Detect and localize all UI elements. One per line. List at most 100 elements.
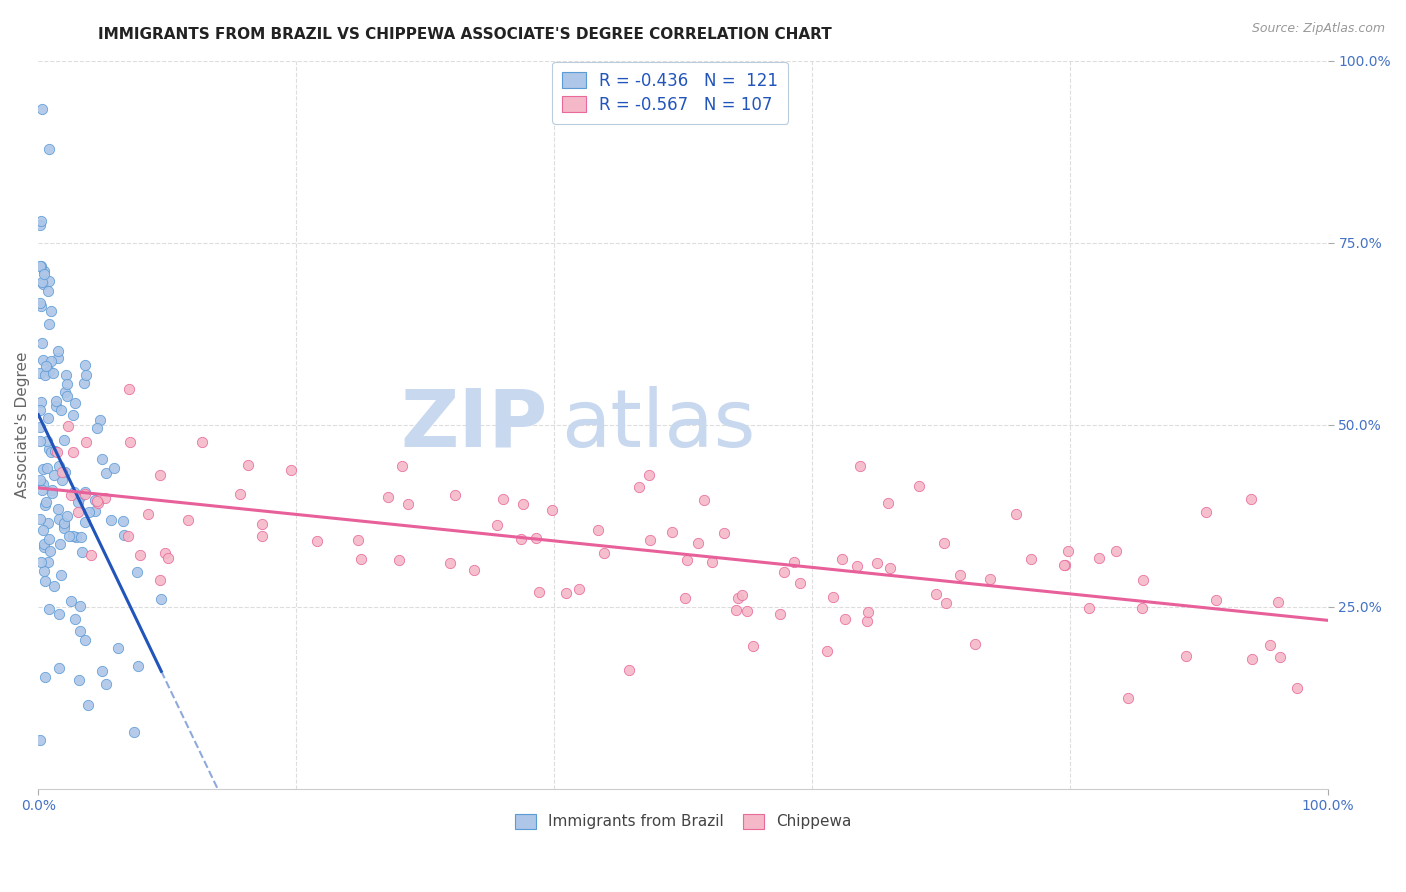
Point xyxy=(1077,600,1099,615)
Point xyxy=(122,725,145,739)
Point xyxy=(39,445,62,459)
Point xyxy=(831,552,853,566)
Point xyxy=(60,593,83,607)
Point xyxy=(86,496,108,510)
Point xyxy=(30,394,52,409)
Point xyxy=(524,531,547,545)
Point xyxy=(1267,595,1289,609)
Point xyxy=(39,354,62,368)
Point xyxy=(51,473,73,487)
Point xyxy=(48,458,70,473)
Point xyxy=(41,483,63,497)
Point xyxy=(856,605,879,619)
Point xyxy=(527,584,550,599)
Point xyxy=(935,596,957,610)
Point xyxy=(229,487,252,501)
Point xyxy=(1268,650,1291,665)
Point xyxy=(32,564,55,578)
Point xyxy=(48,512,70,526)
Point xyxy=(439,556,461,570)
Point xyxy=(731,588,754,602)
Point xyxy=(44,468,66,483)
Point xyxy=(396,497,419,511)
Point xyxy=(34,670,56,684)
Point xyxy=(69,599,91,613)
Point xyxy=(58,419,80,434)
Point xyxy=(28,259,51,273)
Point xyxy=(28,366,51,380)
Point xyxy=(38,317,60,331)
Point xyxy=(908,478,931,492)
Point xyxy=(815,644,838,658)
Point xyxy=(96,466,118,480)
Point xyxy=(586,524,609,538)
Point xyxy=(38,533,60,547)
Point xyxy=(45,393,67,408)
Point xyxy=(67,673,90,688)
Point xyxy=(83,492,105,507)
Point xyxy=(69,624,91,638)
Text: IMMIGRANTS FROM BRAZIL VS CHIPPEWA ASSOCIATE'S DEGREE CORRELATION CHART: IMMIGRANTS FROM BRAZIL VS CHIPPEWA ASSOC… xyxy=(98,27,832,42)
Point xyxy=(94,491,117,505)
Point xyxy=(1258,638,1281,652)
Point xyxy=(492,491,515,506)
Point xyxy=(53,517,76,532)
Point xyxy=(46,351,69,365)
Point xyxy=(76,434,98,449)
Point xyxy=(38,544,60,558)
Point xyxy=(849,458,872,473)
Point xyxy=(49,568,72,582)
Point xyxy=(37,516,59,530)
Point xyxy=(120,434,142,449)
Point xyxy=(31,477,53,491)
Point xyxy=(773,565,796,579)
Point xyxy=(638,533,661,547)
Point xyxy=(742,639,765,653)
Point xyxy=(35,359,58,373)
Point xyxy=(138,507,160,521)
Point xyxy=(735,604,758,618)
Point xyxy=(783,555,806,569)
Point xyxy=(62,445,84,459)
Point xyxy=(34,368,56,383)
Point xyxy=(86,494,108,508)
Point xyxy=(38,142,60,156)
Point xyxy=(31,102,53,116)
Point xyxy=(65,396,87,410)
Point xyxy=(1130,600,1153,615)
Point xyxy=(127,566,149,580)
Point xyxy=(46,344,69,359)
Point xyxy=(350,551,373,566)
Point xyxy=(56,389,79,403)
Point xyxy=(32,523,55,537)
Point xyxy=(32,277,55,291)
Point xyxy=(48,502,70,516)
Point xyxy=(44,579,66,593)
Point xyxy=(1053,558,1076,573)
Point xyxy=(932,536,955,550)
Point xyxy=(107,640,129,655)
Point xyxy=(789,576,811,591)
Point xyxy=(51,465,73,479)
Point xyxy=(693,493,716,508)
Point xyxy=(32,461,55,475)
Point xyxy=(463,563,485,577)
Point xyxy=(45,399,67,413)
Point xyxy=(30,259,52,273)
Point xyxy=(568,582,591,596)
Point xyxy=(86,421,108,435)
Point xyxy=(84,503,107,517)
Point xyxy=(148,468,170,483)
Point xyxy=(28,434,51,448)
Point xyxy=(280,463,302,477)
Point xyxy=(94,677,117,691)
Point xyxy=(676,553,699,567)
Point xyxy=(53,521,76,535)
Point xyxy=(111,514,134,528)
Point xyxy=(128,548,150,562)
Point xyxy=(44,444,66,458)
Point xyxy=(32,537,55,551)
Point xyxy=(73,487,96,501)
Point xyxy=(70,545,93,559)
Point xyxy=(153,546,176,560)
